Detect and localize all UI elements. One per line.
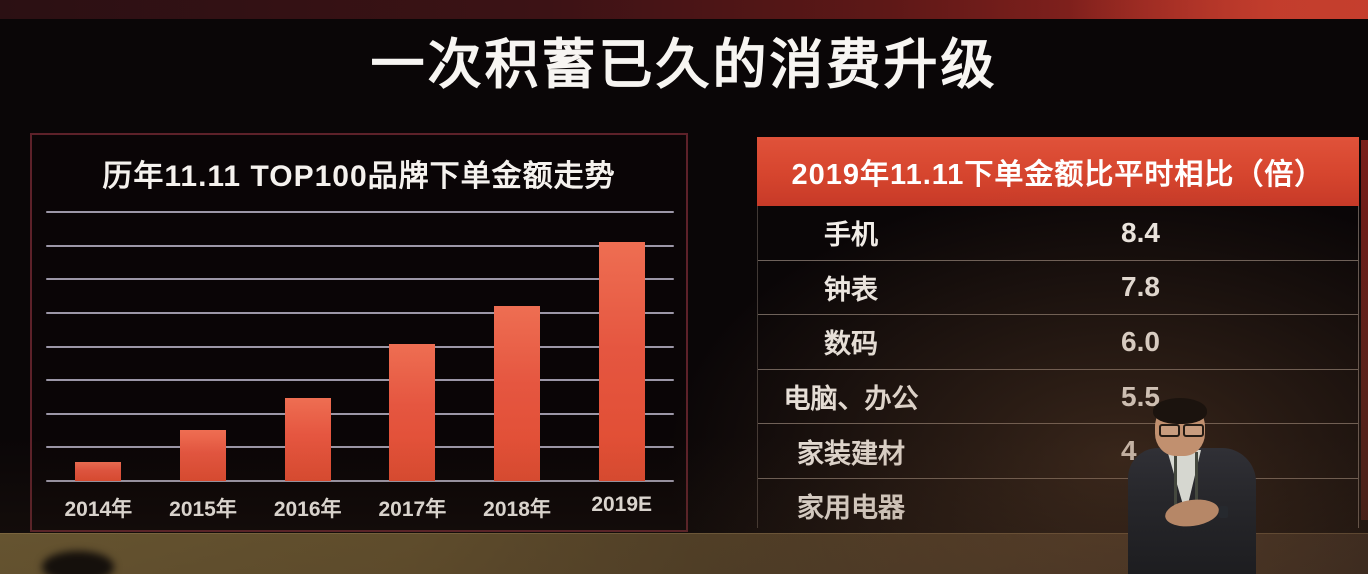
x-tick-label: 2015年 [169,498,237,521]
multiple-value: 8.4 [1121,216,1160,248]
multiple-value-partially-occluded: 4 [1121,435,1137,467]
table-row: 手机 8.4 [758,206,1358,261]
bar-2014 [75,462,122,481]
presenter-watch [1219,506,1228,518]
bar-2018 [493,306,540,481]
bar-2019e [598,241,645,481]
category-label: 家装建材 [797,438,905,469]
table-row: 钟表 7.8 [758,261,1358,316]
x-tick-label: 2014年 [64,498,133,521]
bar-2016 [284,397,331,481]
category-label: 手机 [824,220,878,251]
chart-plot-area [46,211,674,482]
category-label: 家用电器 [797,493,905,524]
foreground-object-silhouette [42,551,114,574]
gridline [46,311,674,314]
table-row: 家装建材 4 [758,424,1358,479]
gridline [46,345,674,348]
gridline [46,244,674,247]
bar-2015 [179,429,226,481]
category-label: 钟表 [824,274,878,305]
presenter [1105,398,1300,574]
category-label: 数码 [824,329,878,360]
presenter-hair [1153,398,1207,424]
presenter-lanyard [1174,452,1198,508]
table-header: 2019年11.11下单金额比平时相比（倍） [757,137,1359,206]
bar-chart-panel: 历年11.11 TOP100品牌下单金额走势 2014年 2015年 2016年… [30,133,688,532]
x-tick-label: 2016年 [273,498,342,521]
multiple-value: 6.0 [1121,325,1160,357]
gridline [46,480,674,482]
table-row: 电脑、办公 5.5 [758,370,1358,425]
bar-2017 [389,343,436,481]
gridline [46,379,674,382]
table-body: 手机 8.4 钟表 7.8 数码 6.0 电脑、办公 5.5 家装建材 4 家用… [757,206,1359,534]
gridline [46,412,674,415]
chart-title: 历年11.11 TOP100品牌下单金额走势 [102,160,616,193]
chart-bars [46,212,674,481]
presenter-glasses [1159,424,1205,437]
x-tick-label: 2019E [591,493,653,516]
gridline [46,278,674,281]
slide-title: 一次积蓄已久的消费升级 [370,35,998,95]
chart-x-axis: 2014年 2015年 2016年 2017年 2018年 2019E [46,493,674,523]
x-tick-label: 2017年 [378,498,447,521]
gridline [46,211,674,213]
category-label: 电脑、办公 [783,384,919,415]
comparison-table-panel: 2019年11.11下单金额比平时相比（倍） 手机 8.4 钟表 7.8 数码 … [757,137,1359,534]
multiple-value: 7.8 [1121,271,1160,303]
x-tick-label: 2018年 [483,498,551,521]
table-row: 数码 6.0 [758,315,1358,370]
stage-backdrop-top [0,0,1368,19]
gridline [46,446,674,449]
screen-right-edge-glow [1361,140,1368,520]
